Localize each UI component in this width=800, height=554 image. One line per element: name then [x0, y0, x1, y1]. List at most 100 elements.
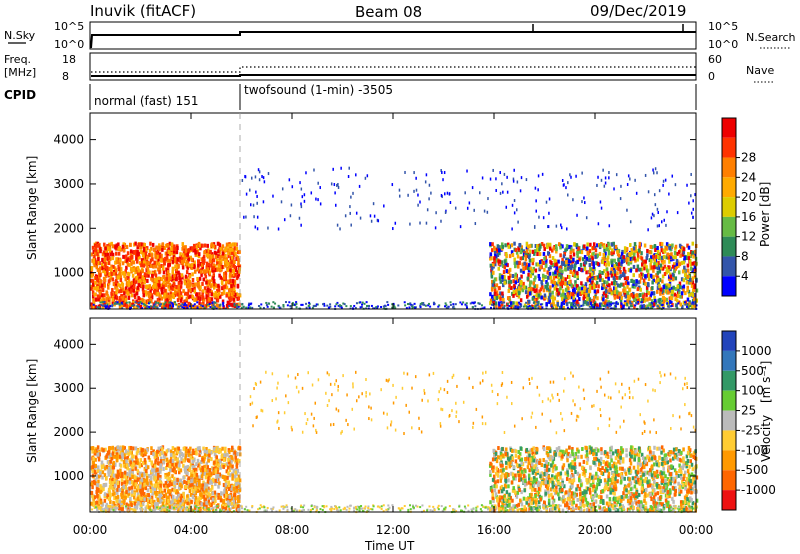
range-time-cell [184, 253, 187, 258]
range-time-cell [171, 286, 174, 291]
range-time-cell [222, 483, 226, 488]
range-time-cell [645, 265, 648, 270]
nsky-trace [90, 31, 696, 49]
range-time-cell [533, 284, 536, 289]
range-time-cell [127, 280, 130, 285]
range-time-cell [552, 279, 555, 284]
range-time-cell [640, 301, 643, 304]
range-time-cell [394, 221, 397, 225]
range-time-cell [134, 279, 137, 284]
range-time-cell [143, 256, 147, 261]
range-time-cell [565, 299, 568, 304]
range-time-cell [580, 290, 584, 295]
range-time-cell [216, 261, 219, 266]
range-time-cell [610, 273, 614, 278]
range-time-cell [144, 486, 148, 491]
range-time-cell [551, 295, 555, 300]
range-time-cell [157, 262, 161, 267]
range-time-cell [164, 484, 167, 489]
colorbar-tick-label: 16 [741, 210, 756, 224]
range-time-cell [687, 304, 690, 309]
range-time-cell [177, 470, 181, 475]
range-time-cell [300, 205, 303, 209]
range-time-cell [498, 304, 501, 307]
range-time-cell [645, 306, 648, 309]
range-time-cell [130, 293, 134, 298]
range-time-cell [507, 244, 511, 249]
range-time-cell [688, 252, 691, 257]
range-time-cell [613, 187, 615, 191]
range-time-cell [228, 247, 232, 252]
range-time-cell [593, 285, 596, 290]
range-time-cell [521, 288, 525, 293]
range-time-cell [214, 478, 217, 483]
range-time-cell [177, 263, 180, 268]
range-time-cell [634, 304, 637, 307]
range-time-cell [622, 255, 625, 260]
range-time-cell [675, 298, 679, 303]
range-time-cell [508, 283, 511, 288]
range-time-cell [97, 494, 101, 499]
range-time-cell [652, 278, 655, 283]
range-time-cell [193, 303, 196, 306]
range-time-cell [580, 281, 583, 286]
range-time-cell [627, 294, 631, 299]
range-time-cell [551, 283, 555, 288]
range-time-cell [567, 262, 571, 267]
range-time-cell [166, 479, 169, 484]
range-time-cell [513, 260, 517, 265]
range-time-cell [600, 302, 603, 305]
range-time-cell [189, 475, 193, 480]
range-time-cell [569, 295, 573, 300]
range-time-cell [578, 257, 581, 262]
range-time-cell [279, 306, 282, 309]
range-time-cell [98, 246, 102, 251]
range-time-cell [191, 508, 194, 513]
range-time-cell [206, 450, 209, 455]
range-time-cell [172, 494, 175, 499]
range-time-cell [531, 306, 534, 309]
range-time-cell [614, 280, 618, 285]
range-time-cell [103, 278, 107, 283]
range-time-cell [579, 291, 583, 296]
range-time-cell [124, 475, 128, 480]
range-time-cell [492, 168, 494, 172]
range-time-cell [233, 304, 236, 307]
range-time-cell [663, 218, 665, 222]
range-time-cell [574, 305, 577, 308]
range-time-cell [272, 301, 275, 304]
range-time-cell [182, 259, 186, 264]
colorbar-swatch [722, 118, 736, 138]
range-time-cell [494, 301, 498, 306]
range-time-cell [677, 293, 680, 298]
range-time-cell [232, 499, 235, 504]
range-time-cell [623, 276, 627, 281]
range-time-cell [96, 294, 100, 299]
range-time-cell [670, 301, 673, 304]
range-time-cell [627, 174, 630, 178]
range-time-cell [145, 471, 148, 476]
range-time-cell [220, 246, 224, 251]
range-time-cell [95, 244, 98, 249]
range-time-cell [180, 280, 183, 285]
range-time-cell [140, 263, 143, 268]
range-time-cell [237, 296, 241, 301]
range-time-cell [157, 276, 161, 281]
range-time-cell [127, 491, 131, 496]
range-time-cell [669, 255, 672, 260]
range-time-cell [223, 493, 227, 498]
range-time-cell [224, 273, 228, 278]
range-time-cell [114, 279, 118, 284]
range-time-cell [645, 268, 649, 273]
range-time-cell [191, 294, 194, 299]
range-time-cell [223, 284, 227, 289]
range-time-cell [124, 297, 128, 302]
range-time-cell [569, 259, 572, 264]
range-time-cell [559, 305, 563, 310]
range-time-cell [613, 305, 617, 310]
range-time-cell [577, 267, 581, 272]
range-time-cell [199, 460, 203, 465]
range-time-cell [250, 176, 253, 180]
range-time-cell [208, 467, 211, 472]
range-time-cell [619, 298, 623, 303]
